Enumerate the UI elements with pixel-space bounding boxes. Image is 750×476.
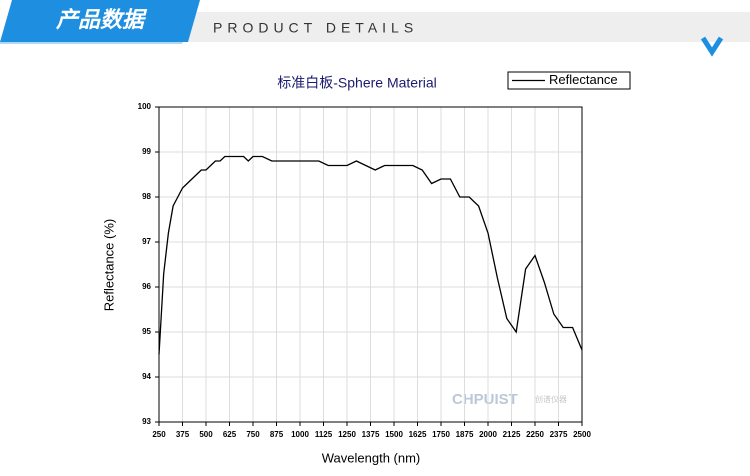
x-tick-label: 375 (176, 430, 190, 439)
x-tick-label: 1375 (362, 430, 380, 439)
y-tick-label: 93 (142, 417, 151, 426)
x-axis-label: Wavelength (nm) (322, 450, 421, 465)
header-subtitle: PRODUCT DETAILS (213, 20, 418, 36)
y-tick-label: 97 (142, 237, 151, 246)
header-tab (0, 0, 200, 42)
header-shadow (0, 36, 186, 44)
y-tick-label: 96 (142, 282, 151, 291)
y-axis-label: Reflectance (%) (101, 219, 116, 311)
x-tick-label: 2000 (479, 430, 497, 439)
header-title: 产品数据 (55, 7, 148, 32)
x-tick-label: 625 (223, 430, 237, 439)
watermark-brand: CHPUIST (452, 391, 518, 408)
x-tick-label: 2125 (503, 430, 521, 439)
x-tick-label: 1125 (315, 430, 333, 439)
y-tick-label: 94 (142, 372, 151, 381)
legend-box (507, 71, 631, 90)
y-tick-label: 95 (142, 327, 151, 336)
chart-title: 标准白板-Sphere Material (277, 75, 437, 91)
x-tick-label: 1750 (432, 430, 450, 439)
header-band (158, 12, 750, 42)
y-tick-label: 99 (142, 147, 151, 156)
x-tick-label: 1000 (291, 430, 309, 439)
x-tick-label: 2500 (573, 430, 591, 439)
y-tick-label: 100 (138, 102, 152, 111)
watermark-brand-cn: 创谱仪器 (535, 394, 567, 404)
x-tick-label: 1500 (385, 430, 403, 439)
x-tick-label: 750 (246, 430, 260, 439)
x-tick-label: 1625 (409, 430, 427, 439)
legend-label: Reflectance (549, 72, 618, 87)
x-tick-label: 250 (152, 430, 166, 439)
chevron-icon (700, 36, 724, 57)
data-line (158, 155, 583, 355)
x-tick-label: 1875 (456, 430, 474, 439)
x-tick-label: 2250 (526, 430, 544, 439)
x-tick-label: 875 (270, 430, 284, 439)
x-tick-label: 1250 (338, 430, 356, 439)
x-tick-label: 500 (199, 430, 213, 439)
y-tick-label: 98 (142, 192, 151, 201)
x-tick-label: 2375 (550, 430, 568, 439)
plot-frame (158, 106, 583, 423)
